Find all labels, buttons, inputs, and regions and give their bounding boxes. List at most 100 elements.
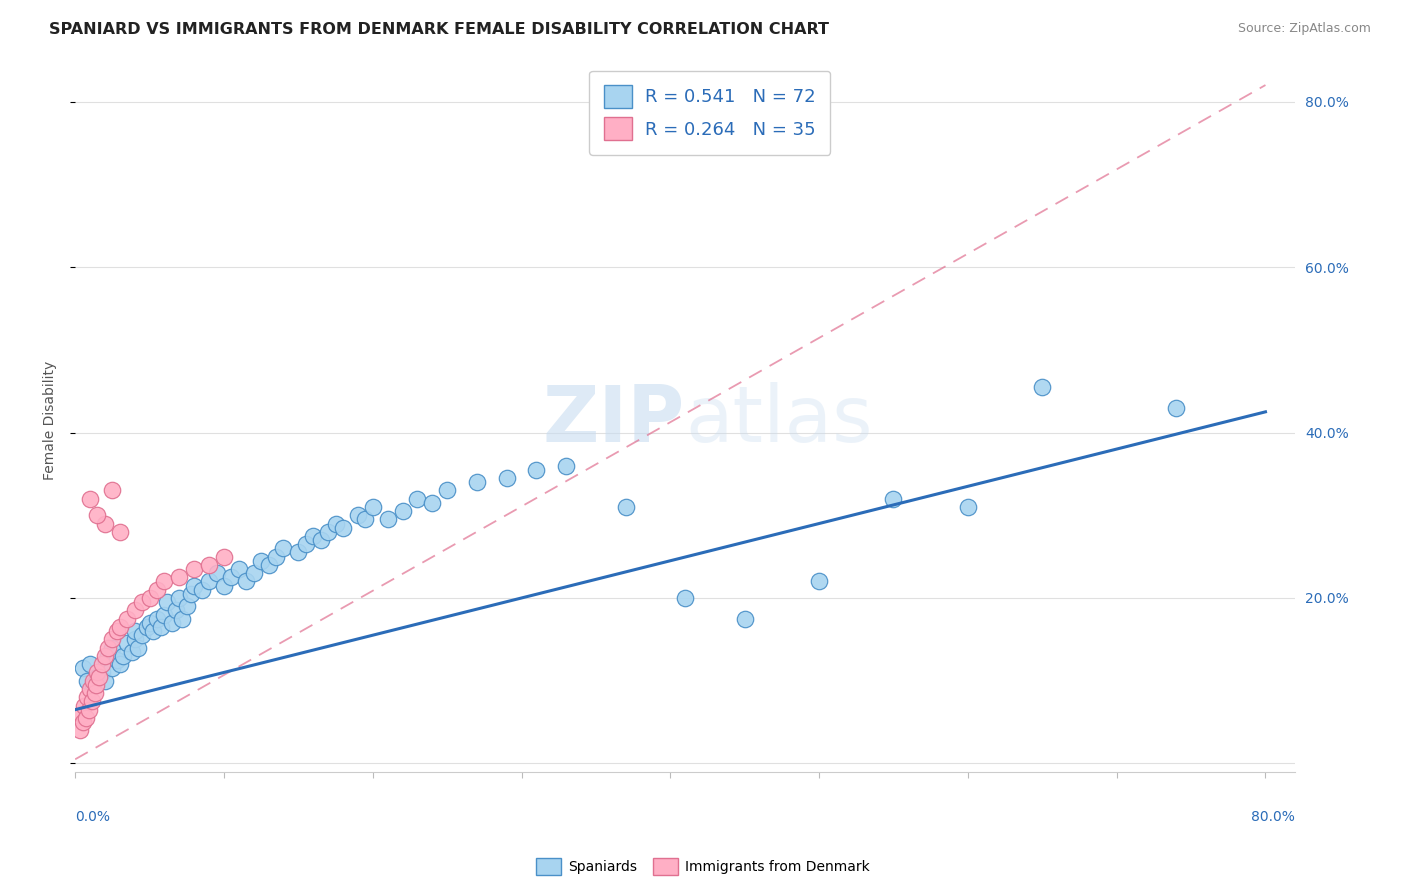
Point bbox=[294, 537, 316, 551]
Point bbox=[83, 686, 105, 700]
Point bbox=[614, 500, 637, 514]
Point bbox=[91, 657, 114, 672]
Point bbox=[180, 587, 202, 601]
Point bbox=[105, 624, 128, 638]
Point bbox=[135, 620, 157, 634]
Point bbox=[309, 533, 332, 547]
Legend: R = 0.541   N = 72, R = 0.264   N = 35: R = 0.541 N = 72, R = 0.264 N = 35 bbox=[589, 70, 830, 155]
Point bbox=[1031, 380, 1053, 394]
Point bbox=[94, 673, 117, 688]
Point bbox=[956, 500, 979, 514]
Point bbox=[242, 566, 264, 581]
Point bbox=[169, 570, 191, 584]
Point bbox=[91, 665, 114, 680]
Point bbox=[76, 690, 98, 705]
Point bbox=[121, 645, 143, 659]
Point bbox=[138, 615, 160, 630]
Point bbox=[406, 491, 429, 506]
Point bbox=[117, 636, 139, 650]
Text: 80.0%: 80.0% bbox=[1251, 810, 1295, 824]
Point bbox=[127, 640, 149, 655]
Point bbox=[105, 653, 128, 667]
Point bbox=[80, 694, 103, 708]
Point bbox=[190, 582, 212, 597]
Point bbox=[108, 524, 131, 539]
Point bbox=[131, 595, 153, 609]
Point bbox=[86, 669, 108, 683]
Point bbox=[101, 640, 124, 655]
Point bbox=[198, 574, 221, 589]
Point bbox=[221, 570, 243, 584]
Point bbox=[391, 504, 413, 518]
Point bbox=[165, 603, 187, 617]
Point bbox=[212, 578, 235, 592]
Point bbox=[436, 483, 458, 498]
Point bbox=[354, 512, 377, 526]
Point bbox=[169, 591, 191, 605]
Point bbox=[146, 582, 169, 597]
Point bbox=[86, 508, 108, 523]
Point bbox=[146, 612, 169, 626]
Point bbox=[111, 648, 134, 663]
Point bbox=[77, 703, 100, 717]
Point bbox=[153, 607, 176, 622]
Point bbox=[86, 665, 108, 680]
Point bbox=[302, 529, 325, 543]
Point bbox=[131, 628, 153, 642]
Point bbox=[228, 562, 250, 576]
Point bbox=[101, 483, 124, 498]
Point bbox=[176, 599, 198, 614]
Point bbox=[72, 714, 94, 729]
Point bbox=[495, 471, 517, 485]
Point bbox=[75, 711, 97, 725]
Point bbox=[555, 458, 578, 473]
Point bbox=[69, 723, 91, 738]
Point bbox=[183, 562, 205, 576]
Point bbox=[84, 678, 107, 692]
Point bbox=[124, 603, 146, 617]
Point bbox=[205, 566, 228, 581]
Point bbox=[82, 673, 104, 688]
Point bbox=[250, 554, 273, 568]
Point bbox=[94, 516, 117, 531]
Point bbox=[73, 698, 96, 713]
Point bbox=[72, 661, 94, 675]
Point bbox=[82, 678, 104, 692]
Point bbox=[124, 632, 146, 647]
Text: Source: ZipAtlas.com: Source: ZipAtlas.com bbox=[1237, 22, 1371, 36]
Point bbox=[160, 615, 183, 630]
Point bbox=[79, 491, 101, 506]
Point bbox=[117, 612, 139, 626]
Point bbox=[124, 624, 146, 638]
Y-axis label: Female Disability: Female Disability bbox=[44, 360, 58, 480]
Text: SPANIARD VS IMMIGRANTS FROM DENMARK FEMALE DISABILITY CORRELATION CHART: SPANIARD VS IMMIGRANTS FROM DENMARK FEMA… bbox=[49, 22, 830, 37]
Point bbox=[316, 524, 339, 539]
Point bbox=[287, 545, 309, 559]
Point bbox=[94, 648, 117, 663]
Point bbox=[79, 657, 101, 672]
Point bbox=[198, 558, 221, 572]
Point bbox=[138, 591, 160, 605]
Point bbox=[257, 558, 280, 572]
Point bbox=[465, 475, 488, 490]
Point bbox=[141, 624, 163, 638]
Point bbox=[183, 578, 205, 592]
Point bbox=[76, 673, 98, 688]
Point bbox=[156, 595, 179, 609]
Point bbox=[172, 612, 194, 626]
Point bbox=[1166, 401, 1188, 415]
Point bbox=[332, 521, 354, 535]
Point bbox=[101, 661, 124, 675]
Point bbox=[273, 541, 295, 556]
Point bbox=[235, 574, 257, 589]
Point bbox=[97, 648, 120, 663]
Point bbox=[150, 620, 173, 634]
Point bbox=[70, 706, 93, 721]
Legend: Spaniards, Immigrants from Denmark: Spaniards, Immigrants from Denmark bbox=[530, 853, 876, 880]
Point bbox=[97, 640, 120, 655]
Point bbox=[377, 512, 399, 526]
Point bbox=[734, 612, 756, 626]
Point bbox=[420, 496, 443, 510]
Point bbox=[347, 508, 370, 523]
Point bbox=[153, 574, 176, 589]
